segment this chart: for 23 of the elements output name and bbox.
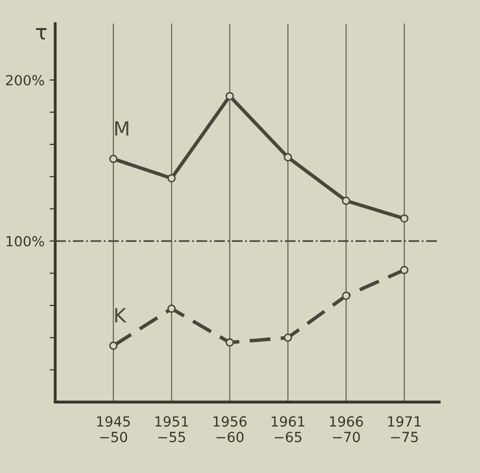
x-tick-label: 1966 −70 [330,416,363,442]
point [226,92,234,100]
series-label: M [115,121,128,136]
point [109,154,118,164]
series-label: K [115,308,127,322]
point [342,292,350,300]
point [167,174,176,182]
point [342,196,350,205]
x-tick-label: 1971 −75 [388,416,421,442]
point [226,338,234,347]
point [167,304,176,313]
x-tick-label: 1951 −55 [155,416,188,442]
x-tick-label: 1961 −65 [272,416,304,442]
point [284,333,292,342]
point [109,342,118,350]
x-tick-label: 1945 −50 [97,416,130,442]
point [400,266,408,274]
y-tick-label: 200% [6,74,44,86]
y-tick-label: 100% [6,236,44,247]
point [284,153,292,162]
point [400,214,408,223]
x-tick-label: 1956 −60 [214,416,247,442]
y-axis-title: τ [36,28,47,40]
